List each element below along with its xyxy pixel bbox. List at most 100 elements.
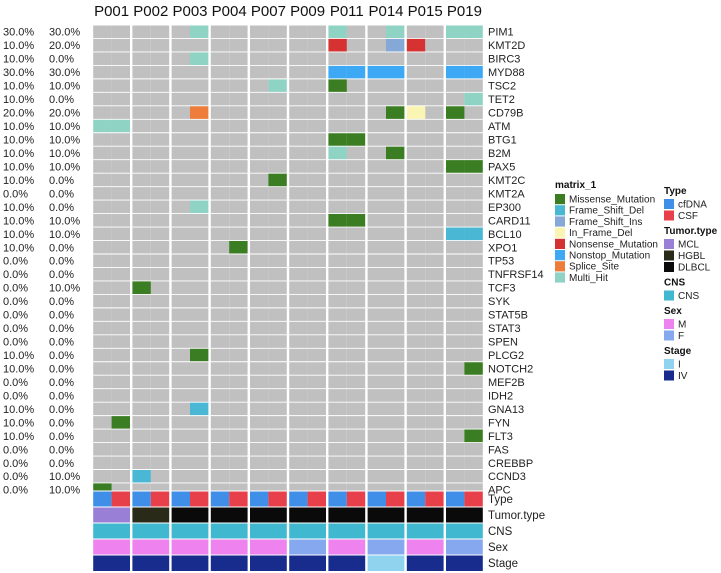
empty-cell <box>92 267 112 281</box>
empty-cell <box>190 429 210 443</box>
annotation-cell <box>307 491 328 507</box>
pct-cfdna: 10.0% <box>3 363 34 375</box>
empty-cell <box>229 307 249 322</box>
empty-cell <box>386 321 406 335</box>
empty-cell <box>386 159 406 174</box>
empty-cell <box>425 267 445 281</box>
empty-cell <box>366 456 386 470</box>
pct-csf: 10.0% <box>49 485 80 497</box>
empty-cell <box>170 119 190 133</box>
empty-cell <box>131 92 151 106</box>
empty-cell <box>288 267 308 281</box>
empty-cell <box>366 334 386 349</box>
empty-cell <box>346 38 367 52</box>
empty-cell <box>92 402 112 416</box>
empty-cell <box>248 388 269 403</box>
empty-cell <box>150 105 171 120</box>
empty-cell <box>444 146 465 160</box>
legend-swatch <box>555 238 565 249</box>
empty-cell <box>268 25 288 39</box>
empty-cell <box>327 469 347 483</box>
empty-cell <box>288 321 308 335</box>
gene-label: TNFRSF14 <box>488 269 544 281</box>
empty-cell <box>209 51 230 66</box>
annotation-cell <box>444 555 484 571</box>
empty-cell <box>150 469 171 483</box>
empty-cell <box>209 186 230 201</box>
empty-cell <box>170 361 190 376</box>
empty-cell <box>386 200 406 214</box>
empty-cell <box>190 442 210 457</box>
empty-cell <box>209 105 230 120</box>
pct-csf: 0.0% <box>49 404 74 416</box>
empty-cell <box>229 280 249 295</box>
empty-cell <box>464 38 484 52</box>
empty-cell <box>464 119 484 133</box>
annotation-cell <box>92 539 132 555</box>
gene-label: SYK <box>488 296 511 308</box>
empty-cell <box>111 227 132 241</box>
empty-cell <box>170 186 190 201</box>
mutation-cell <box>131 469 151 483</box>
empty-cell <box>366 240 386 254</box>
pct-csf: 0.0% <box>49 175 74 187</box>
gene-label: TSC2 <box>488 81 516 93</box>
empty-cell <box>268 321 288 335</box>
empty-cell <box>248 240 269 254</box>
empty-cell <box>190 334 210 349</box>
annotation-cell <box>444 539 484 555</box>
annotation-cell <box>327 491 347 507</box>
empty-cell <box>327 375 347 389</box>
annotation-cell <box>464 491 484 507</box>
empty-cell <box>464 307 484 322</box>
empty-cell <box>131 159 151 174</box>
annotation-cell <box>248 523 288 539</box>
empty-cell <box>170 25 190 39</box>
gene-label: STAT5B <box>488 310 528 322</box>
empty-cell <box>366 294 386 308</box>
empty-cell <box>405 388 426 403</box>
gene-label: MEF2B <box>488 377 525 389</box>
empty-cell <box>229 51 249 66</box>
empty-cell <box>92 280 112 295</box>
empty-cell <box>209 361 230 376</box>
empty-cell <box>248 415 269 430</box>
annotation-track-label: Type <box>488 494 513 506</box>
gene-label: STAT3 <box>488 323 521 335</box>
empty-cell <box>346 280 367 295</box>
empty-cell <box>111 267 132 281</box>
pct-cfdna: 0.0% <box>3 310 28 322</box>
empty-cell <box>170 402 190 416</box>
empty-cell <box>150 294 171 308</box>
empty-cell <box>131 253 151 268</box>
empty-cell <box>366 213 386 228</box>
empty-cell <box>131 173 151 187</box>
empty-cell <box>327 253 347 268</box>
empty-cell <box>327 334 347 349</box>
empty-cell <box>209 213 230 228</box>
empty-cell <box>405 442 426 457</box>
empty-cell <box>131 456 151 470</box>
empty-cell <box>150 456 171 470</box>
empty-cell <box>170 65 190 79</box>
mutation-cell <box>464 361 484 376</box>
empty-cell <box>248 253 269 268</box>
pct-csf: 10.0% <box>49 134 80 146</box>
gene-label: NOTCH2 <box>488 363 533 375</box>
empty-cell <box>131 402 151 416</box>
annotation-cell <box>131 555 171 571</box>
empty-cell <box>268 65 288 79</box>
empty-cell <box>111 375 132 389</box>
empty-cell <box>190 361 210 376</box>
empty-cell <box>405 213 426 228</box>
empty-cell <box>386 456 406 470</box>
legend-title: matrix_1 <box>555 180 597 191</box>
empty-cell <box>366 361 386 376</box>
empty-cell <box>444 132 465 147</box>
empty-cell <box>366 92 386 106</box>
empty-cell <box>425 132 445 147</box>
annotation-cell <box>131 507 171 523</box>
empty-cell <box>464 186 484 201</box>
patient-label: P019 <box>447 3 482 20</box>
empty-cell <box>131 132 151 147</box>
